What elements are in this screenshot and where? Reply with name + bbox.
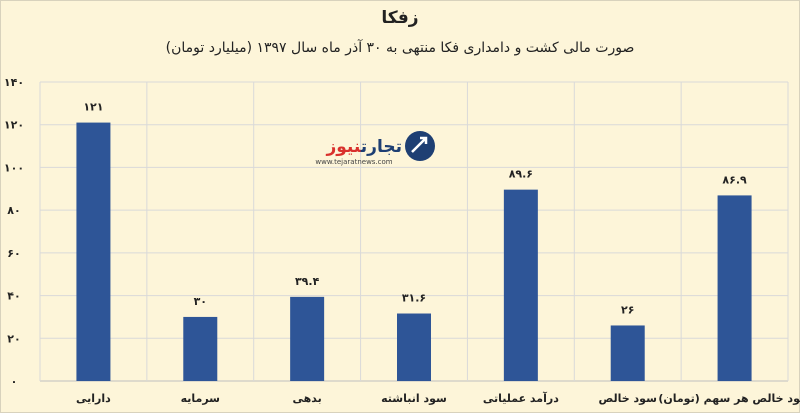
chart-title: زفکا	[381, 8, 419, 28]
y-tick-label: ۱۲۰	[4, 119, 24, 132]
x-tick-label: سود انباشته	[381, 392, 447, 405]
x-tick-label: سود خالص هر سهم (تومان)	[658, 392, 800, 405]
bar	[503, 189, 538, 381]
data-label: ۸۹.۶	[509, 168, 533, 181]
y-tick-label: ۸۰	[7, 204, 20, 217]
data-label: ۳۰	[194, 295, 207, 308]
y-tick-label: ۲۰	[7, 332, 20, 345]
data-label: ۸۶.۹	[722, 173, 747, 186]
bar	[610, 325, 645, 381]
x-tick-label: دارایی	[76, 392, 111, 405]
bar	[397, 313, 431, 381]
y-tick-label: ۶۰	[7, 247, 20, 260]
svg-text:www.tejaratnews.com: www.tejaratnews.com	[315, 158, 392, 166]
svg-text:تجارتنیوز: تجارتنیوز	[325, 137, 402, 157]
x-tick-label: سود خالص	[599, 392, 657, 405]
bar	[717, 195, 752, 381]
x-tick-label: سرمایه	[181, 392, 220, 405]
x-tick-label: درآمد عملیاتی	[483, 391, 559, 405]
y-tick-label: ۱۰۰	[4, 161, 24, 174]
tejaratnews-logo: تجارتنیوز www.tejaratnews.com	[315, 131, 435, 166]
x-tick-label: بدهی	[293, 392, 322, 405]
y-tick-label: ۴۰	[7, 290, 20, 303]
data-label: ۲۶	[621, 303, 634, 316]
y-tick-label: ۱۴۰	[4, 76, 24, 89]
logo-emblem-icon	[405, 131, 435, 161]
y-tick-label: ۰	[11, 375, 18, 388]
data-label: ۳۱.۶	[402, 292, 426, 305]
data-label: ۱۲۱	[83, 101, 103, 114]
bar	[76, 122, 111, 381]
data-label: ۳۹.۴	[295, 275, 320, 288]
bar	[290, 296, 325, 381]
bar	[183, 316, 218, 381]
chart-subtitle: صورت مالی کشت و دامداری فکا منتهی به ۳۰ …	[165, 40, 635, 56]
